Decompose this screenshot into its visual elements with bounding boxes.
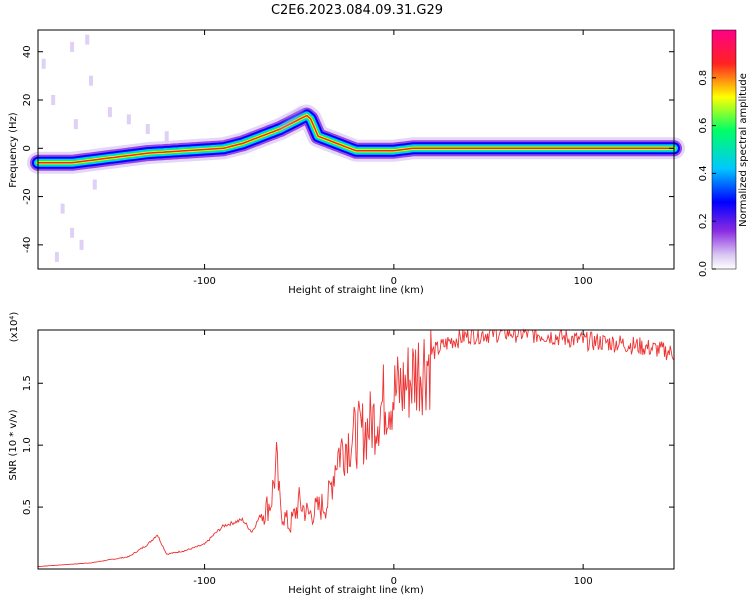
snr-x-label: Height of straight line (km) (288, 585, 424, 596)
x-tick-label: 100 (574, 276, 593, 287)
noise-blob (73, 119, 78, 130)
y-tick-label: 0 (22, 145, 33, 151)
y-tick-label: 0.5 (22, 499, 33, 515)
x-tick-label: -100 (193, 276, 216, 287)
spectrogram-heatmap (27, 34, 685, 262)
x-tick-label: 100 (574, 576, 593, 587)
y-tick-label: 40 (22, 45, 33, 58)
y-tick-label: -40 (22, 237, 33, 253)
colorbar: 0.0 0.2 0.4 0.6 0.8 Normalized spectral ampl… (698, 29, 749, 277)
noise-blob (92, 179, 97, 190)
y-tick-label: 20 (22, 94, 33, 107)
noise-blob (41, 58, 46, 69)
x-tick-label: -100 (193, 576, 216, 587)
spectrogram-frame (37, 29, 675, 270)
colorbar-tick-label: 0.2 (698, 213, 709, 229)
x-tick-label: 0 (391, 276, 397, 287)
colorbar-ticks: 0.0 0.2 0.4 0.6 0.8 (698, 70, 716, 277)
noise-blob (85, 34, 90, 45)
colorbar-tick-label: 0.6 (698, 118, 709, 134)
noise-blob (54, 251, 59, 262)
ridge-layer-6 (37, 114, 675, 164)
noise-blob (70, 41, 75, 52)
snr-y-multiplier: (x10⁴) (9, 312, 20, 343)
noise-blob (70, 227, 75, 238)
x-tick-label: 0 (391, 576, 397, 587)
noise-blob (51, 95, 56, 106)
spectrogram-y-label: Frequency (Hz) (8, 112, 19, 188)
snr-series (38, 328, 675, 567)
noise-blob (145, 123, 150, 134)
noise-blob (107, 107, 112, 118)
snr-line (38, 328, 675, 567)
colorbar-gradient (711, 29, 737, 270)
snr-panel: -100 0 100 0.5 1.0 1.5 Height of straight lin… (8, 312, 675, 596)
colorbar-tick-label: 0.0 (698, 261, 709, 277)
colorbar-tick-label: 0.4 (698, 165, 709, 181)
snr-y-label: SNR (10 * v/v) (8, 409, 19, 480)
chart-title: C2E6.2023.084.09.31.G29 (271, 3, 443, 18)
ridge-branch (278, 106, 306, 132)
y-tick-label: -20 (22, 188, 33, 204)
noise-blob (126, 114, 131, 125)
y-tick-label: 1.0 (22, 437, 33, 453)
spectrogram-ticks: -100 0 100 -40 -20 0 20 40 (22, 30, 674, 287)
noise-blob (89, 75, 93, 86)
y-tick-label: 1.5 (22, 375, 33, 391)
spectrogram-panel: -100 0 100 -40 -20 0 20 40 Height of straight l… (8, 29, 685, 296)
noise-blob (164, 131, 169, 142)
snr-ticks: -100 0 100 0.5 1.0 1.5 (22, 330, 674, 587)
spectrogram-x-label: Height of straight line (km) (288, 285, 424, 296)
snr-frame (37, 329, 675, 570)
colorbar-tick-label: 0.8 (698, 70, 709, 86)
colorbar-label: Normalized spectral amplitude (738, 73, 749, 227)
noise-blob (79, 239, 84, 250)
noise-blob (60, 203, 65, 214)
